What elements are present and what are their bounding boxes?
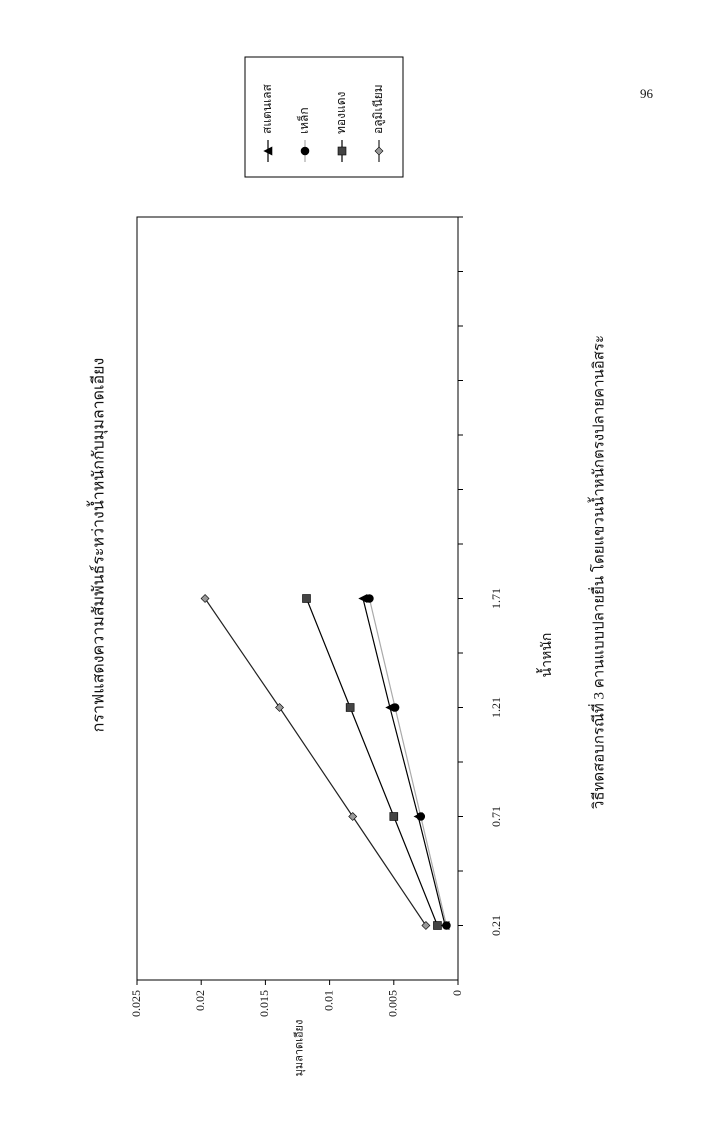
marker	[275, 703, 284, 712]
marker	[345, 703, 355, 712]
legend-label: เหล็ก	[296, 107, 311, 134]
y-axis-label: มุมลาดเอียง	[293, 1020, 306, 1077]
legend-label: สแตนเลส	[260, 83, 274, 134]
marker	[442, 921, 451, 930]
marker	[348, 812, 358, 821]
marker	[421, 921, 431, 930]
y-tick-label: 0	[450, 990, 464, 996]
legend-label: ทองแดง	[334, 92, 348, 134]
marker	[200, 594, 210, 603]
marker	[302, 594, 311, 603]
caption: วิธีทดสอบกรณีที่ 3 คานแบบปลายยื่น โดยแขว…	[587, 335, 607, 810]
marker	[390, 703, 400, 712]
y-tick-label: 0.015	[257, 990, 271, 1017]
marker	[374, 146, 384, 156]
series-line	[362, 598, 446, 926]
x-tick-label: 1.71	[489, 588, 503, 609]
y-tick-label: 0.02	[193, 990, 207, 1011]
x-axis-label: น้ำหนัก	[536, 633, 555, 678]
series-line	[305, 598, 439, 926]
page-number: 96	[640, 86, 654, 101]
marker	[300, 146, 310, 156]
series-line	[204, 598, 427, 926]
chart-title: กราฟแสดงความสัมพันธ์ระหว่างน้ำหนักกับมุม…	[87, 358, 109, 733]
marker	[416, 812, 426, 821]
marker	[433, 921, 442, 930]
y-tick-label: 0.005	[386, 990, 400, 1017]
marker	[263, 146, 273, 156]
y-tick-label: 0.01	[321, 990, 335, 1011]
marker	[389, 812, 399, 821]
marker	[365, 594, 374, 603]
x-tick-label: 0.71	[489, 806, 503, 827]
legend-label: อลูมิเนียม	[371, 84, 386, 134]
series-line	[368, 598, 448, 926]
x-tick-label: 1.21	[489, 697, 503, 718]
marker	[337, 146, 347, 156]
x-tick-label: 0.21	[489, 915, 503, 936]
plot-frame	[136, 216, 459, 981]
legend-box	[244, 56, 404, 178]
y-tick-label: 0.025	[129, 990, 143, 1017]
